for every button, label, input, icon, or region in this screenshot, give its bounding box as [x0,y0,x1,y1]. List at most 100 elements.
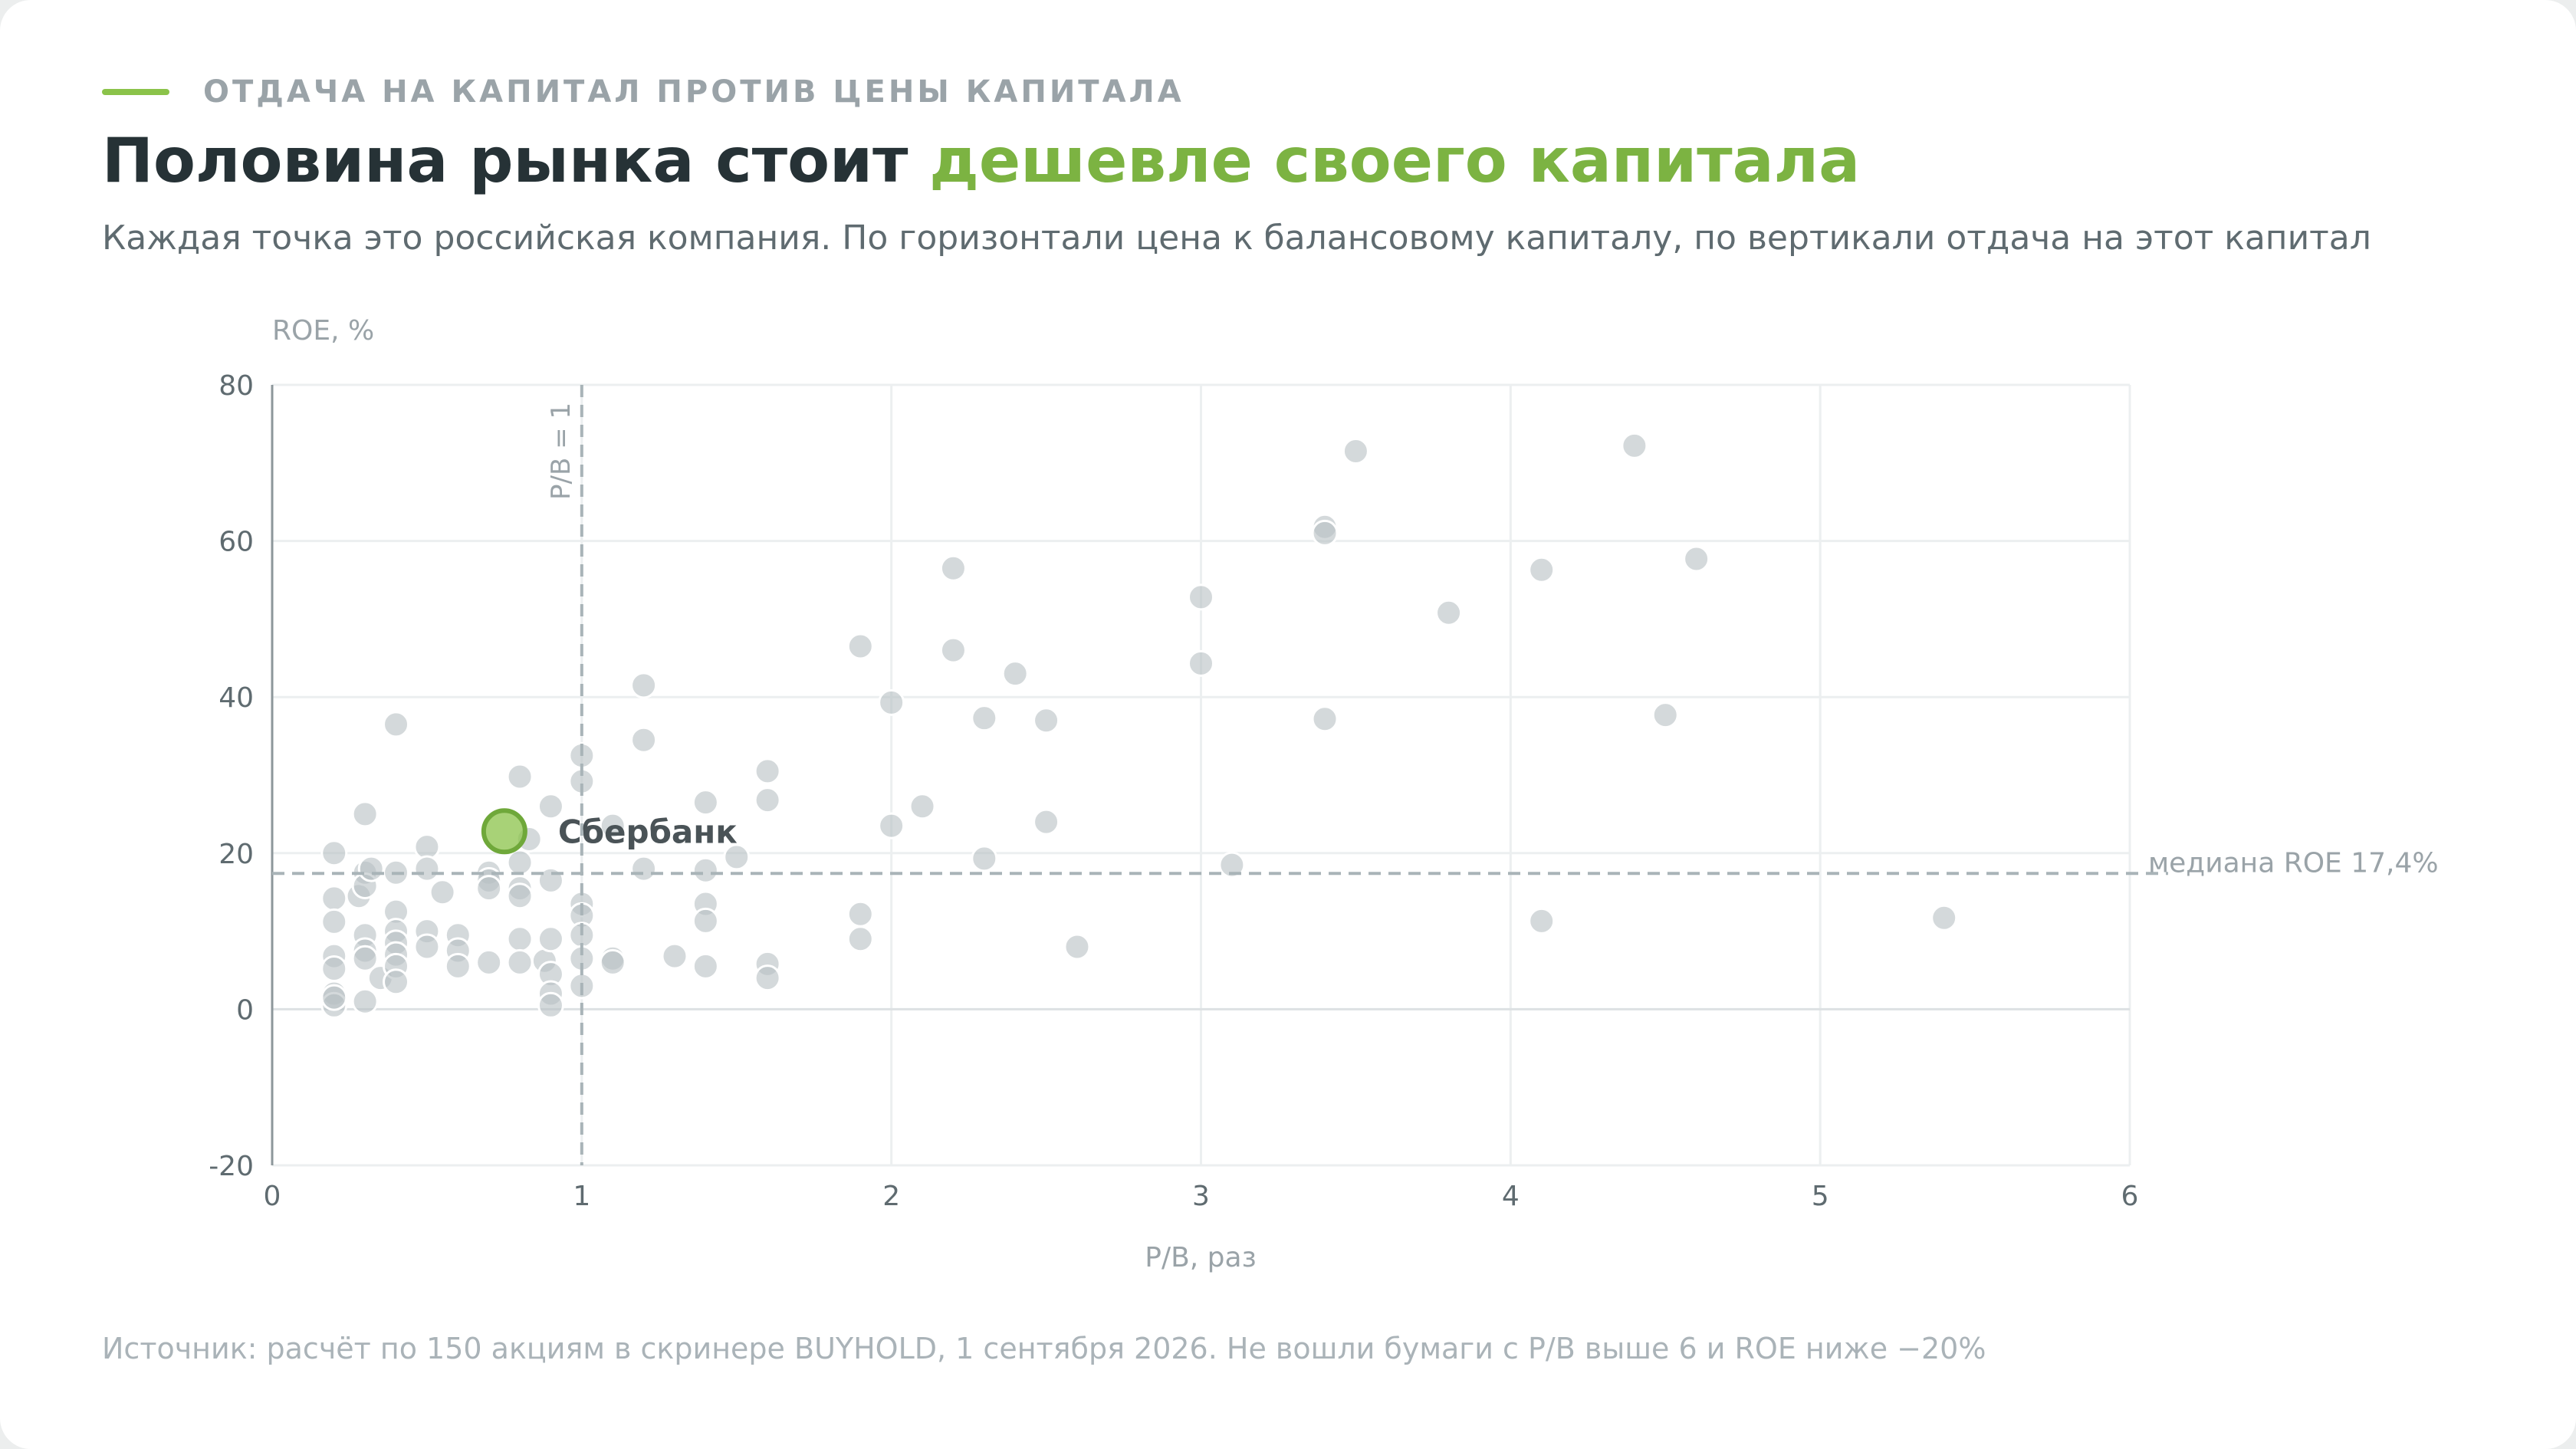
data-point [537,991,564,1019]
data-point [630,855,658,882]
x-tick-label: 6 [2121,1181,2139,1212]
y-tick-label: 0 [236,994,254,1026]
data-point [1218,851,1246,879]
x-tick-label: 5 [1812,1181,1829,1212]
data-point [630,726,658,754]
data-point [383,968,410,996]
data-point [1311,519,1339,547]
axes: ROE, % P/B, раз [271,315,1257,1273]
x-tick-label: 0 [264,1181,281,1212]
y-tick-label: 20 [219,839,254,870]
data-point [692,789,719,816]
highlight-point: Сбербанк [481,808,738,855]
x-tick-label: 4 [1502,1181,1520,1212]
data-point [754,757,781,785]
data-point [878,688,905,716]
highlight-dot [481,808,527,855]
data-point [692,907,719,935]
data-point [971,705,998,732]
data-point [506,849,534,876]
data-point [723,843,751,871]
data-point [692,856,719,884]
data-point [506,948,534,976]
data-point [320,885,348,912]
data-point [506,925,534,953]
data-point [320,908,348,935]
kicker: ОТДАЧА НА КАПИТАЛ ПРОТИВ ЦЕНЫ КАПИТАЛА [102,73,1184,111]
data-point [1621,432,1648,459]
x-axis-label: P/B, раз [1145,1242,1256,1273]
x-tick-labels: 0 1 2 3 4 5 6 [264,1181,2139,1212]
scatter-chart: ROE, % P/B, раз 0 1 2 3 4 5 6 -20 0 20 40 60 80 P/B… [209,315,2439,1273]
subtitle: Каждая точка это российская компания. По… [102,219,2371,258]
kicker-accent-line [102,89,169,95]
y-tick-label: -20 [209,1151,254,1182]
data-point [320,984,348,1011]
data-point [1651,702,1679,729]
data-point [754,964,781,992]
data-point [475,875,503,902]
data-point [1033,808,1060,836]
data-point [1528,556,1556,583]
data-point [1311,705,1339,733]
data-point [444,952,472,980]
data-points [320,432,1958,1019]
data-point [320,955,348,982]
data-point [630,672,658,699]
x-tick-label: 2 [882,1181,900,1212]
pb-equals-one-label: P/B = 1 [546,402,577,500]
data-point [1063,933,1091,961]
data-point [939,636,967,664]
data-point [351,800,379,828]
data-point [1001,660,1029,688]
y-tick-labels: -20 0 20 40 60 80 [209,370,254,1182]
highlight-label: Сбербанк [558,813,738,850]
data-point [1435,599,1463,626]
title-accent: дешевле своего капитала [929,125,1861,196]
data-point [429,879,456,906]
x-tick-label: 1 [573,1181,590,1212]
data-point [939,554,967,582]
data-point [971,845,998,872]
median-roe-label: медиана ROE 17,4% [2148,847,2439,879]
data-point [846,632,874,660]
data-point [1033,707,1060,734]
data-point [1930,904,1958,932]
grid [271,383,2131,1167]
data-point [1683,545,1710,573]
data-point [413,933,441,961]
data-point [1528,907,1556,935]
data-point [846,900,874,928]
data-point [1188,649,1214,677]
x-tick-label: 3 [1192,1181,1210,1212]
data-point [1188,583,1214,611]
data-point [320,840,348,867]
data-point [475,948,503,976]
kicker-text: ОТДАЧА НА КАПИТАЛ ПРОТИВ ЦЕНЫ КАПИТАЛА [203,74,1184,110]
data-point [878,812,905,840]
y-tick-label: 40 [219,682,254,714]
data-point [909,793,936,820]
data-point [357,855,385,882]
data-point [383,711,410,738]
data-point [351,987,379,1015]
y-tick-label: 60 [219,527,254,558]
data-point [506,882,534,910]
data-point [599,948,626,976]
y-tick-label: 80 [219,370,254,402]
data-point [506,763,534,790]
data-point [413,855,441,882]
source-note: Источник: расчёт по 150 акциям в скринер… [102,1332,1986,1365]
data-point [351,945,379,972]
data-point [692,952,719,980]
data-point [537,866,564,894]
data-point [661,942,688,970]
data-point [754,787,781,814]
data-point [1342,438,1369,465]
y-axis-label: ROE, % [272,315,374,347]
data-point [599,812,626,840]
reference-lines: P/B = 1 медиана ROE 17,4% [272,385,2439,1165]
page-title: Половина рынка стоит дешевле своего капи… [102,125,1860,196]
title-main: Половина рынка стоит [102,125,930,196]
data-point [846,925,874,953]
